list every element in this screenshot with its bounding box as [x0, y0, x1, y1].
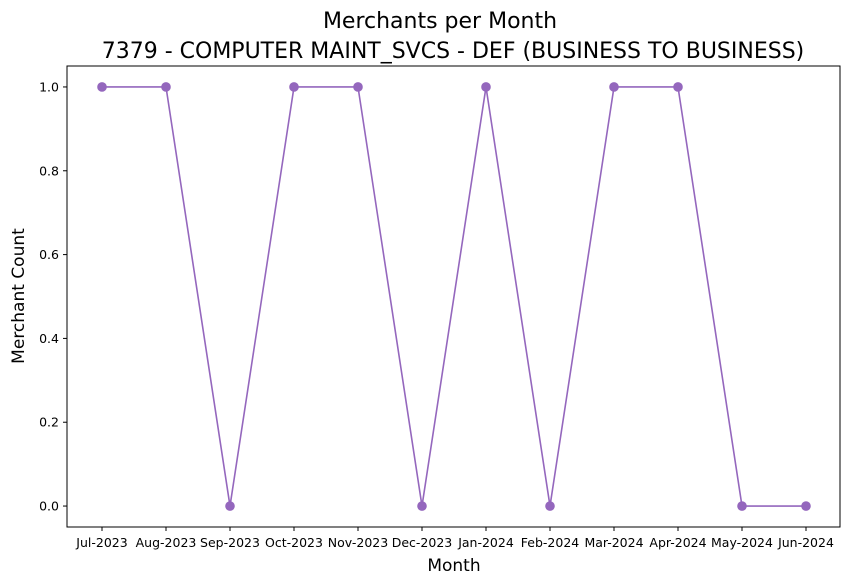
y-tick-label: 0.4 — [39, 331, 59, 346]
x-tick-label: Oct-2023 — [265, 535, 323, 550]
plot-area: 0.0 0.2 0.4 0.6 0.8 1.0 Jul-2023 Aug-2023 Sep-20… — [39, 65, 841, 550]
data-point — [609, 82, 619, 92]
x-tick-label: Aug-2023 — [136, 535, 197, 550]
data-point — [225, 501, 235, 511]
data-point — [289, 82, 299, 92]
x-tick-label: Apr-2024 — [649, 535, 706, 550]
data-point — [673, 82, 683, 92]
data-point — [801, 501, 811, 511]
data-point — [97, 82, 107, 92]
series-line — [102, 86, 806, 507]
y-tick-label: 0.6 — [39, 247, 59, 262]
data-point — [481, 82, 491, 92]
chart-title: Merchants per Month — [323, 9, 557, 34]
data-point — [545, 501, 555, 511]
x-tick-label: Mar-2024 — [584, 535, 643, 550]
y-axis-label: Merchant Count — [9, 228, 29, 364]
data-point — [417, 501, 427, 511]
x-tick-label: Jun-2024 — [777, 535, 834, 550]
x-tick-label: Jul-2023 — [75, 535, 127, 550]
y-tick-label: 1.0 — [39, 79, 59, 94]
x-tick-label: Dec-2023 — [392, 535, 453, 550]
x-tick-label: Feb-2024 — [521, 535, 580, 550]
x-tick-label: Sep-2023 — [200, 535, 260, 550]
y-tick-label: 0.2 — [39, 415, 59, 430]
x-tick-label: Jan-2024 — [457, 535, 514, 550]
x-tick-label: Nov-2023 — [328, 535, 388, 550]
y-tick-label: 0.0 — [39, 499, 59, 514]
data-point — [161, 82, 171, 92]
x-tick-label: May-2024 — [711, 535, 773, 550]
chart-subtitle: 7379 - COMPUTER MAINT_SVCS - DEF (BUSINE… — [102, 39, 805, 64]
y-tick-label: 0.8 — [39, 163, 59, 178]
plot-frame — [66, 65, 841, 528]
data-point — [737, 501, 747, 511]
x-axis-label: Month — [427, 556, 480, 576]
data-point — [353, 82, 363, 92]
